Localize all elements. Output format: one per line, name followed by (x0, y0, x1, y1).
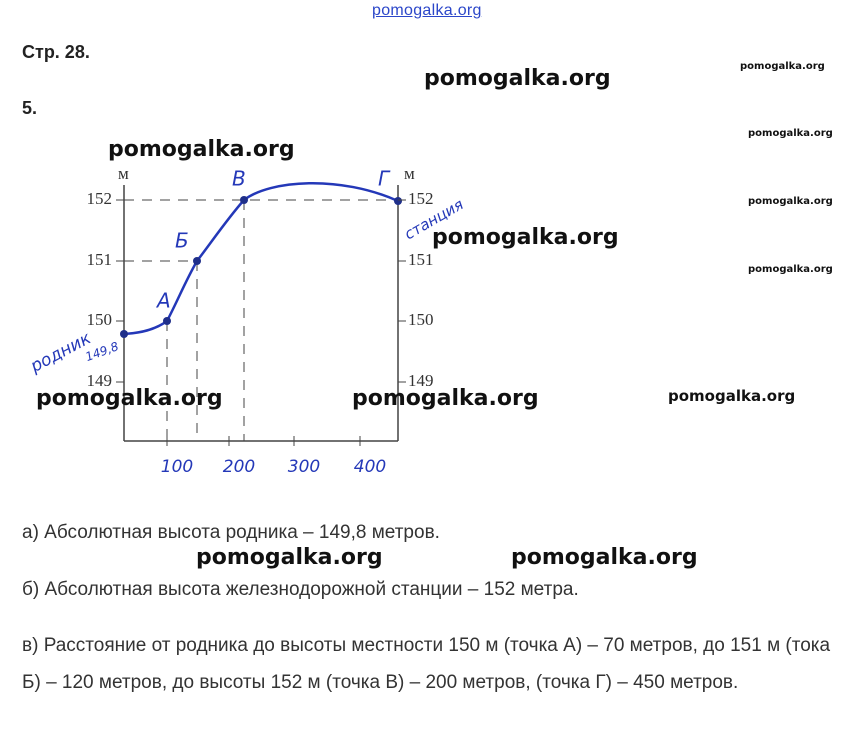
watermark: pomogalka.org (511, 545, 698, 570)
x-tick-label: 200 (223, 457, 255, 477)
unit: м (404, 164, 415, 183)
watermark[interactable]: pomogalka.org (372, 2, 482, 19)
watermark: pomogalka.org (424, 66, 611, 91)
task-number: 5. (22, 98, 38, 118)
answer: в) Расстояние от родника до высоты местн… (22, 635, 831, 693)
point-label: Б (175, 229, 189, 253)
y-tick-label: 149 (87, 371, 113, 390)
x-tick-label: 100 (161, 457, 193, 477)
watermark: pomogalka.org (748, 196, 833, 207)
y-tick-label: 149 (408, 371, 434, 390)
page-ref: Стр. 28. (22, 42, 90, 62)
guide-lines (124, 199, 398, 441)
watermark: pomogalka.org (196, 545, 383, 570)
profile-curve (123, 181, 399, 336)
x-tick-label: 300 (288, 457, 320, 477)
watermark: pomogalka.org (432, 225, 619, 250)
watermark: pomogalka.org (352, 386, 539, 411)
y-tick-label: 151 (408, 250, 434, 269)
y-tick-label: 150 (408, 310, 434, 329)
points (120, 196, 402, 338)
point-label: Г (378, 167, 391, 191)
answer: б) Абсолютная высота железнодорожной ста… (22, 579, 579, 600)
y-tick-label: 152 (87, 189, 113, 208)
point-label: В (232, 167, 246, 191)
answer: а) Абсолютная высота родника – 149,8 мет… (22, 522, 440, 543)
unit: м (118, 164, 129, 183)
watermark: pomogalka.org (740, 61, 825, 72)
figure: м м 152 151 150 149 152 151 150 149 100 200 300 400… (26, 164, 466, 477)
point-label: А (155, 289, 171, 313)
x-tick-label: 400 (354, 457, 386, 477)
y-tick-label: 150 (87, 310, 113, 329)
watermark: pomogalka.org (748, 264, 833, 275)
y-tick-label: 151 (87, 250, 113, 269)
watermark: pomogalka.org (36, 386, 223, 411)
watermark: pomogalka.org (108, 137, 295, 162)
watermark: pomogalka.org (748, 128, 833, 139)
axes (123, 185, 399, 442)
y-tick-label: 152 (408, 189, 434, 208)
watermark: pomogalka.org (668, 387, 796, 405)
